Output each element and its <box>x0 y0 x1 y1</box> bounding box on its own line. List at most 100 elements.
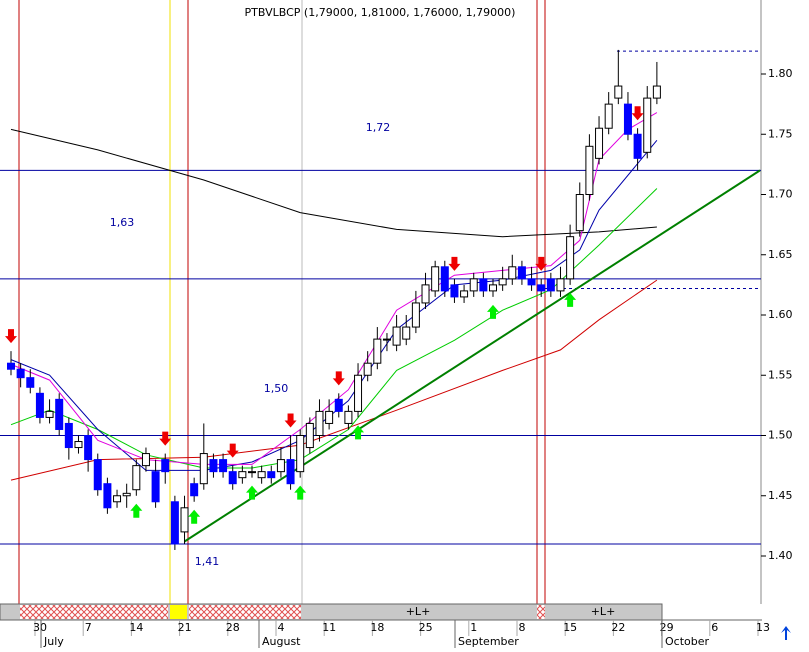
candle-body <box>238 471 247 479</box>
candle-body <box>508 266 517 280</box>
candle-body <box>469 278 478 292</box>
candle-body <box>151 471 160 503</box>
month-label: September <box>458 635 519 648</box>
candle-body <box>84 435 93 461</box>
candle-body <box>276 459 285 473</box>
y-tick-label: 1.55 <box>768 368 793 381</box>
candle-body <box>623 103 632 135</box>
moving-average <box>10 128 657 238</box>
status-label: +L+ <box>406 605 431 618</box>
candle-body <box>132 465 141 491</box>
level-label: 1,50 <box>264 382 289 395</box>
x-tick-label: 7 <box>85 621 92 634</box>
level-label: 1,72 <box>366 121 391 134</box>
candle-body <box>460 290 469 298</box>
y-tick-label: 1.60 <box>768 308 793 321</box>
sell-signal <box>159 431 172 446</box>
candle-body <box>315 410 324 436</box>
candle-body <box>199 453 208 485</box>
candle-body <box>93 459 102 491</box>
candle-body <box>527 278 536 286</box>
candle-body <box>595 127 604 159</box>
candle-body <box>411 302 420 328</box>
candle-body <box>556 278 565 292</box>
status-hatch <box>537 605 545 619</box>
month-label: August <box>262 635 301 648</box>
candle-body <box>344 410 353 424</box>
candle-body <box>305 422 314 449</box>
candle-body <box>113 495 122 503</box>
x-tick-label: 6 <box>711 621 718 634</box>
x-tick-label: 13 <box>756 621 770 634</box>
candle-body <box>180 507 189 533</box>
x-tick-label: 29 <box>660 621 674 634</box>
sell-signal <box>535 256 548 271</box>
moving-average <box>10 188 658 469</box>
candle-body <box>450 284 459 298</box>
x-tick-label: 18 <box>370 621 384 634</box>
candle-body <box>431 266 440 292</box>
buy-signal <box>294 485 307 500</box>
candle-body <box>219 459 228 473</box>
candle-body <box>7 362 15 370</box>
candle-body <box>26 377 35 388</box>
candle-body <box>190 483 199 497</box>
buy-signal <box>130 503 143 518</box>
candle-body <box>170 501 179 545</box>
x-tick-label: 11 <box>322 621 336 634</box>
x-tick-label: 22 <box>611 621 625 634</box>
candle-body <box>16 368 25 379</box>
candle-body <box>566 236 575 280</box>
buy-signal <box>352 425 365 440</box>
candle-body <box>64 422 73 449</box>
status-hatch <box>189 605 301 619</box>
sell-signal <box>448 256 461 271</box>
level-label: 1,63 <box>110 216 135 229</box>
buy-signal <box>487 304 499 319</box>
candle-body <box>498 278 507 286</box>
candle-body <box>286 459 295 485</box>
sell-signal <box>332 371 345 386</box>
candle-body <box>402 326 411 340</box>
buy-signal <box>188 509 201 524</box>
x-tick-label: 15 <box>563 621 577 634</box>
y-tick-label: 1.65 <box>768 248 793 261</box>
candle-body <box>334 398 343 412</box>
candle-body <box>489 284 497 292</box>
candle-body <box>325 410 334 424</box>
candle-body <box>392 326 401 346</box>
x-tick-label: 1 <box>470 621 477 634</box>
scroll-arrow[interactable] <box>781 626 791 640</box>
candle-body <box>479 278 488 292</box>
candle-body <box>517 266 526 280</box>
sell-signal <box>631 106 644 121</box>
candle-body <box>546 278 555 292</box>
candle-body <box>604 103 613 129</box>
candle-body <box>161 459 170 473</box>
y-tick-label: 1.40 <box>768 549 793 562</box>
y-tick-label: 1.45 <box>768 489 793 502</box>
candle-body <box>575 194 584 232</box>
candle-body <box>585 145 594 196</box>
y-tick-label: 1.80 <box>768 67 793 80</box>
x-tick-label: 25 <box>419 621 433 634</box>
sell-signal <box>226 443 239 458</box>
x-tick-label: 14 <box>129 621 143 634</box>
moving-average <box>10 279 658 481</box>
x-tick-label: 21 <box>178 621 192 634</box>
sell-signal <box>284 413 297 428</box>
candle-body <box>45 410 54 418</box>
candle-body <box>122 492 131 497</box>
month-label: October <box>665 635 709 648</box>
level-label: 1,41 <box>195 555 220 568</box>
buy-signal <box>564 292 577 307</box>
status-label: +L+ <box>591 605 616 618</box>
candle-body <box>633 133 642 159</box>
candle-body <box>354 374 363 412</box>
candle-body <box>74 441 83 449</box>
candle-body <box>35 392 44 418</box>
candle-body <box>421 284 430 304</box>
candle-body <box>382 338 391 341</box>
candle-body <box>440 266 449 292</box>
